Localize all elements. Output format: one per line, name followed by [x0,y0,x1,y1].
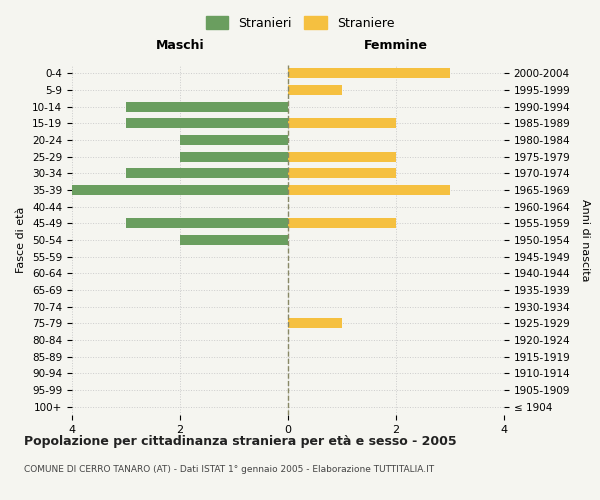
Bar [126,218,288,228]
Bar [288,218,396,228]
Bar [288,68,450,78]
Bar [126,168,288,178]
Bar [288,318,342,328]
Bar [180,152,288,162]
Text: Femmine: Femmine [364,38,428,52]
Legend: Stranieri, Straniere: Stranieri, Straniere [201,11,399,35]
Text: COMUNE DI CERRO TANARO (AT) - Dati ISTAT 1° gennaio 2005 - Elaborazione TUTTITAL: COMUNE DI CERRO TANARO (AT) - Dati ISTAT… [24,465,434,474]
Bar [126,118,288,128]
Bar [288,152,396,162]
Bar [72,185,288,195]
Bar [126,102,288,112]
Text: Maschi: Maschi [155,38,205,52]
Bar [288,185,450,195]
Y-axis label: Anni di nascita: Anni di nascita [580,198,590,281]
Text: Popolazione per cittadinanza straniera per età e sesso - 2005: Popolazione per cittadinanza straniera p… [24,435,457,448]
Bar [180,235,288,245]
Bar [180,135,288,145]
Bar [288,85,342,95]
Y-axis label: Fasce di età: Fasce di età [16,207,26,273]
Bar [288,168,396,178]
Bar [288,118,396,128]
